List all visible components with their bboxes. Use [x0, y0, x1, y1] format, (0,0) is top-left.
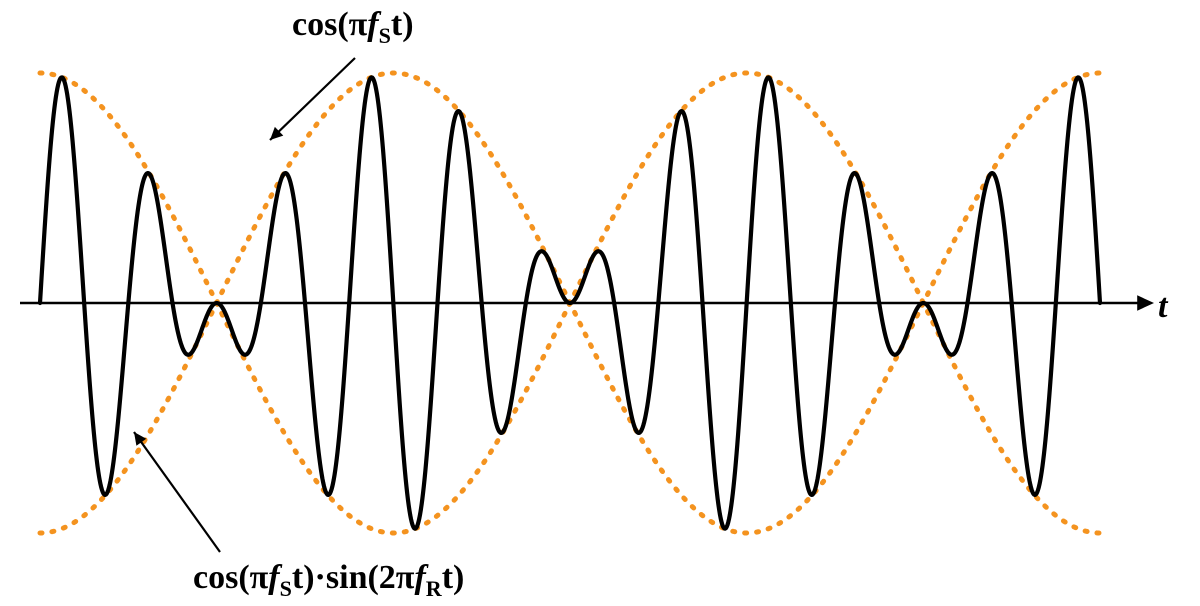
t-axis: [20, 295, 1154, 310]
envelope-formula-label: cos(πfSt): [292, 6, 414, 49]
beat-plot: [0, 0, 1200, 606]
t-axis-label: t: [1158, 288, 1167, 326]
signal-formula-label: cos(πfSt)·sin(2πfRt): [193, 559, 464, 602]
